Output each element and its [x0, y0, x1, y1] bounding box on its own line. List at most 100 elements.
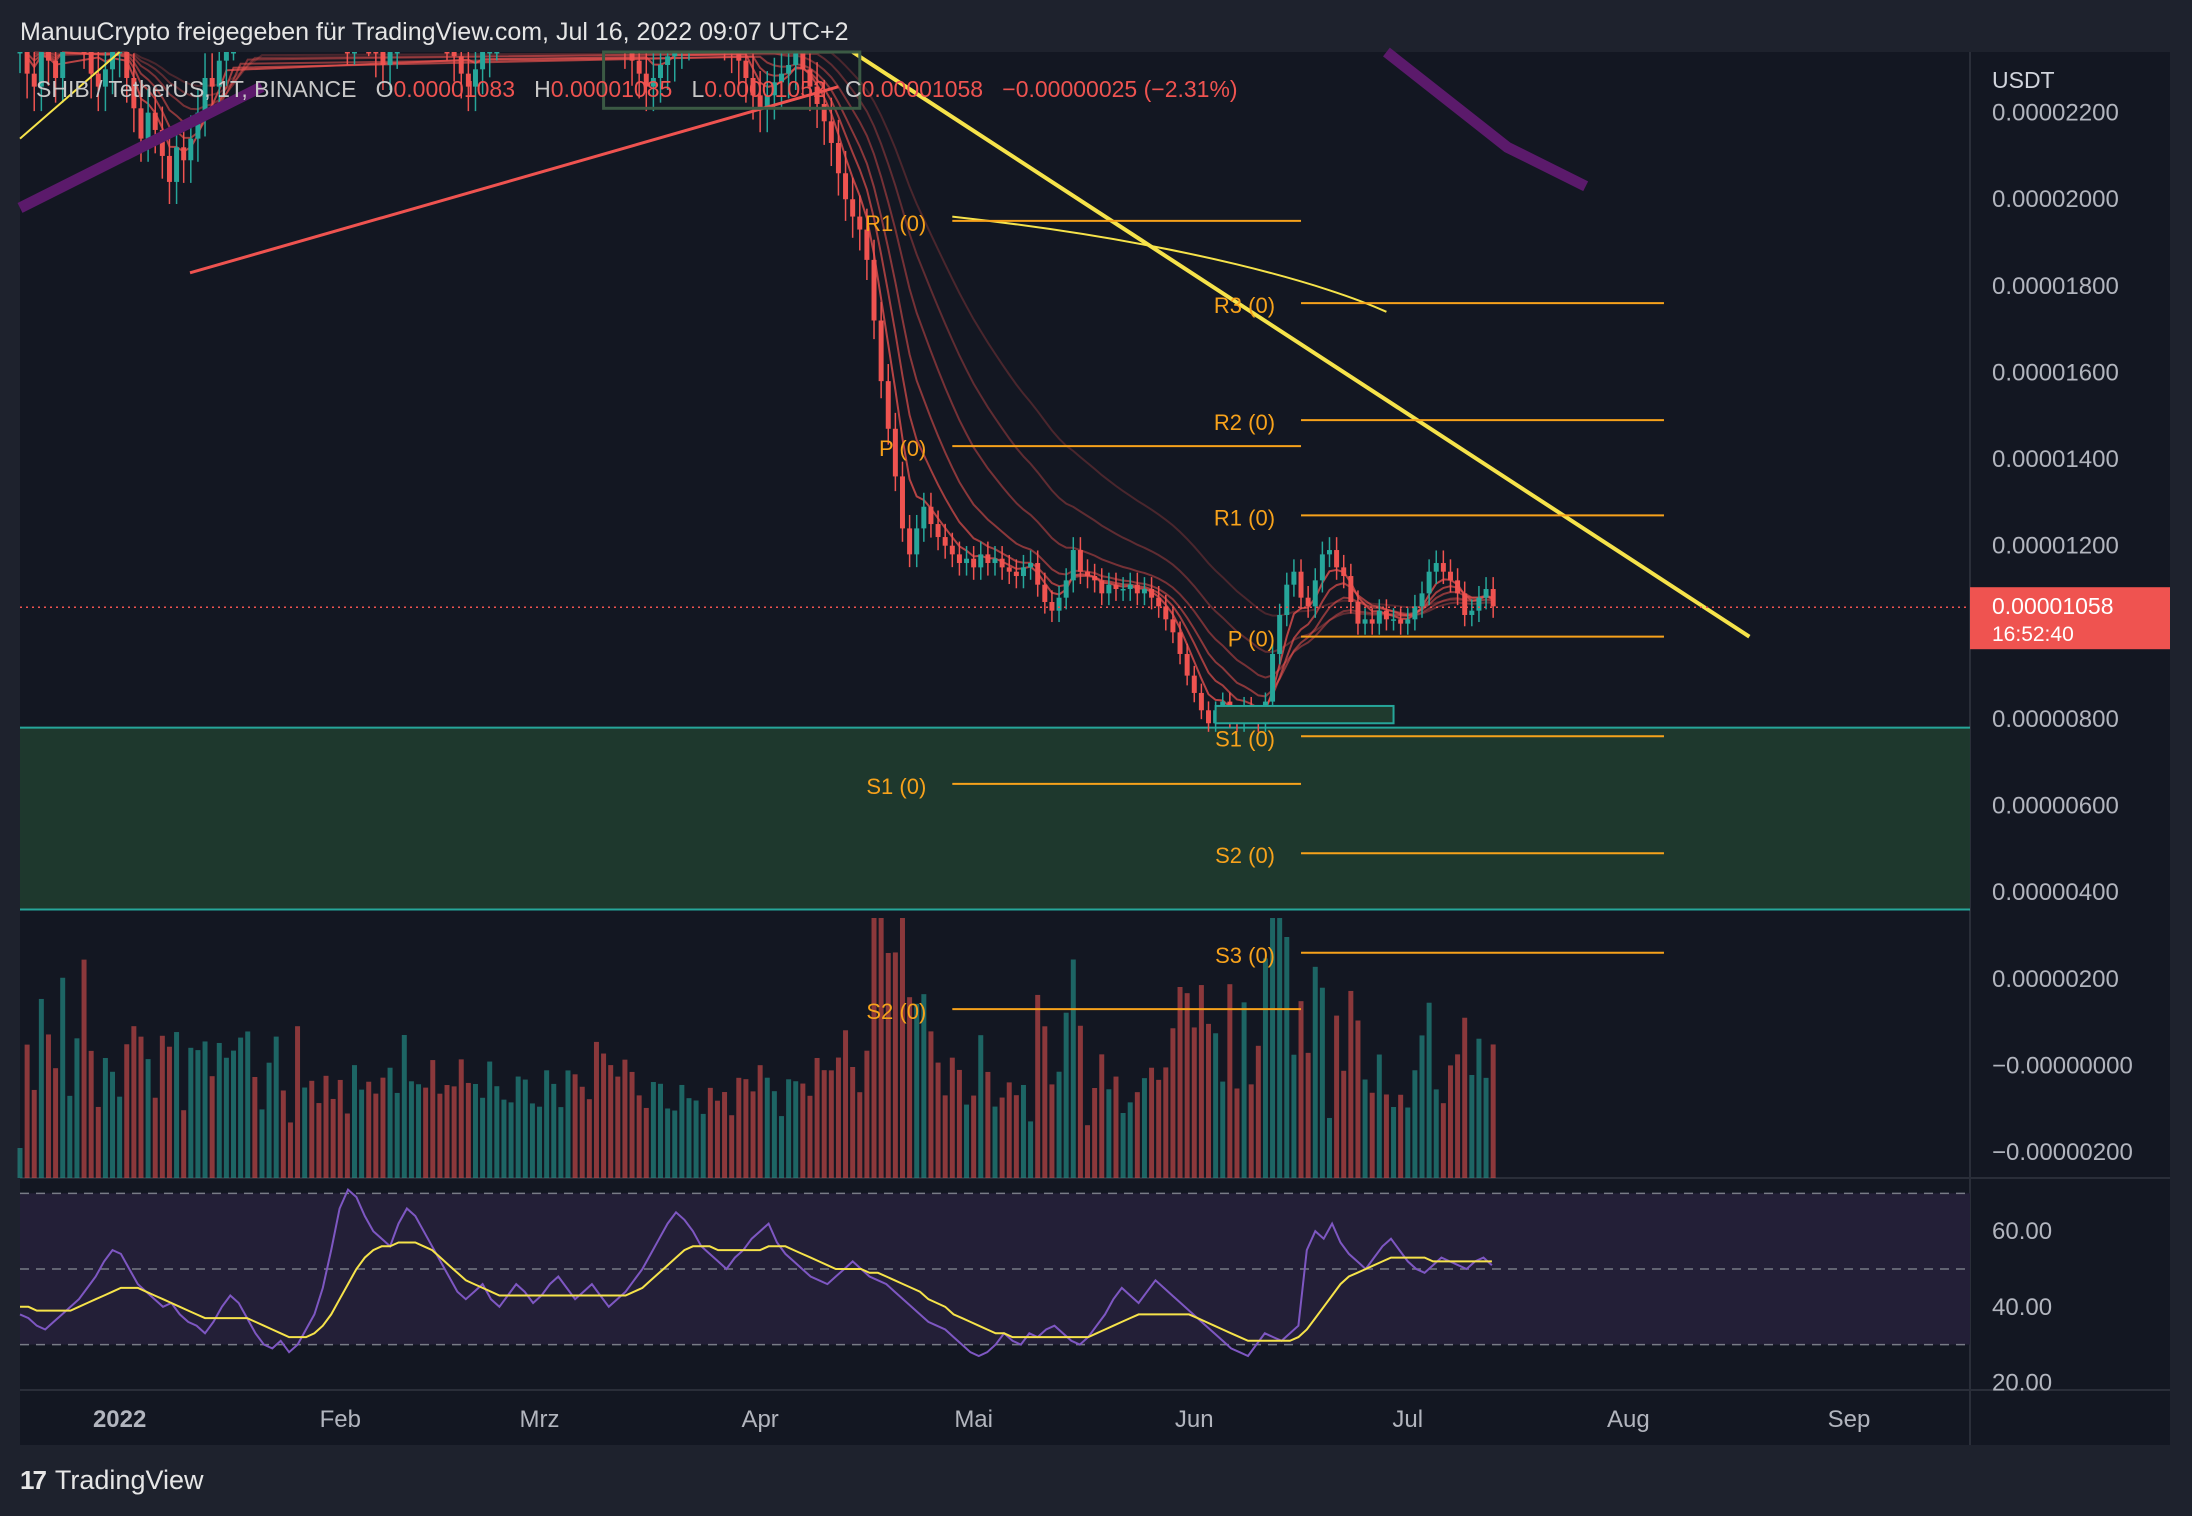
volume-bar	[1013, 1095, 1019, 1178]
candle-body	[1198, 692, 1204, 711]
brand-name: TradingView	[54, 1465, 204, 1495]
volume-bar	[494, 1086, 500, 1178]
volume-bar	[572, 1074, 578, 1178]
candle-body	[942, 537, 948, 546]
volume-bar	[515, 1076, 521, 1178]
candle-body	[743, 60, 749, 78]
candle-body	[956, 554, 962, 564]
candle-body	[1035, 563, 1041, 585]
candle-body	[1085, 571, 1091, 577]
volume-bar	[209, 1076, 215, 1178]
pivot-label: S2 (0)	[1215, 843, 1275, 868]
pivot-layer: R1 (0) P (0) S1 (0) S2 (0) R3 (0) R2 (0) R1 (0…	[20, 211, 1970, 1024]
volume-bar	[53, 1068, 59, 1178]
volume-bar	[337, 1079, 343, 1178]
candle-body	[807, 69, 813, 87]
candle-body	[17, 52, 23, 54]
volume-bar	[17, 1148, 23, 1178]
candle-body	[53, 60, 59, 78]
volume-bar	[344, 1113, 350, 1178]
candle-body	[1028, 563, 1034, 568]
volume-bar	[1483, 1077, 1489, 1178]
ema-ribbon-line	[33, 51, 1494, 698]
volume-bar	[700, 1113, 706, 1178]
volume-bar	[1177, 987, 1183, 1178]
price-tick-label: 0.00001800	[1992, 273, 2119, 300]
candle-body	[1348, 576, 1354, 603]
volume-bar	[907, 997, 913, 1178]
volume-bar	[1348, 990, 1354, 1178]
volume-bar	[793, 1081, 799, 1178]
volume-bar	[1106, 1089, 1112, 1178]
support-zone	[20, 727, 1970, 910]
candle-body	[907, 528, 913, 555]
attribution-header: ManuuCrypto freigegeben für TradingView.…	[20, 18, 849, 46]
volume-bar	[978, 1035, 984, 1178]
volume-bar	[1398, 1094, 1404, 1178]
volume-bar	[1213, 1033, 1219, 1178]
volume-bar	[1383, 1094, 1389, 1178]
volume-bar	[1447, 1065, 1453, 1178]
volume-bar	[615, 1076, 621, 1178]
volume-bar	[1170, 1028, 1176, 1178]
candle-body	[38, 52, 44, 87]
candle-body	[216, 60, 222, 87]
candle-body	[1369, 619, 1375, 624]
time-tick-label: Apr	[741, 1406, 778, 1433]
volume-bar	[1433, 1089, 1439, 1178]
volume-bar	[593, 1041, 599, 1178]
tradingview-logo-icon: 17	[20, 1465, 47, 1495]
candle-body	[1156, 597, 1162, 607]
candle-body	[1305, 597, 1311, 607]
pivot-label: S2 (0)	[866, 999, 926, 1024]
volume-bar	[878, 918, 884, 1178]
ema-ribbon-line	[133, 51, 1494, 617]
candle-body	[949, 545, 955, 555]
pivot-label: P (0)	[879, 436, 926, 461]
candle-body	[1170, 619, 1176, 633]
open-label: O	[375, 76, 394, 102]
volume-bar	[757, 1065, 763, 1178]
candle-body	[166, 155, 172, 182]
candle-body	[444, 52, 450, 54]
volume-bar	[1326, 1117, 1332, 1178]
volume-bar	[451, 1086, 457, 1178]
candle-body	[1433, 563, 1439, 572]
volume-bar	[551, 1083, 557, 1178]
volume-bar	[458, 1059, 464, 1178]
volume-bar	[60, 977, 66, 1178]
volume-bar	[1284, 937, 1290, 1178]
candle-body	[465, 73, 471, 87]
volume-bar	[537, 1106, 543, 1178]
candle-body	[843, 173, 849, 200]
high-value: 0.00001085	[550, 76, 673, 102]
volume-bar	[658, 1083, 664, 1178]
volume-bar	[202, 1041, 208, 1178]
volume-bar	[1248, 1084, 1254, 1178]
volume-bar	[1469, 1075, 1475, 1178]
candle-body	[928, 506, 934, 525]
volume-bar	[828, 1070, 834, 1178]
candle-body	[1277, 615, 1283, 654]
volume-bar	[956, 1069, 962, 1178]
tradingview-logo[interactable]: 17 TradingView	[20, 1465, 204, 1496]
low-value: 0.00001052	[704, 76, 826, 102]
pivot-label: R2 (0)	[1214, 410, 1275, 435]
candle-body	[1106, 584, 1112, 594]
candle-body	[835, 142, 841, 174]
volume-bar	[843, 1030, 849, 1178]
volume-bar	[601, 1053, 607, 1178]
candle-body	[102, 69, 108, 87]
candle-body	[1383, 610, 1389, 620]
candle-body	[366, 52, 372, 54]
last-price-label: 0.00001058	[1992, 593, 2114, 619]
volume-bar	[351, 1065, 357, 1178]
symbol-label[interactable]: SHIB / TetherUS, 1T, BINANCE	[36, 76, 357, 102]
time-tick-label: Mrz	[520, 1406, 560, 1433]
candle-body	[899, 476, 905, 529]
volume-bar	[1455, 1054, 1461, 1178]
volume-bar	[408, 1081, 414, 1178]
volume-bar	[1369, 1092, 1375, 1178]
candle-body	[1312, 580, 1318, 607]
